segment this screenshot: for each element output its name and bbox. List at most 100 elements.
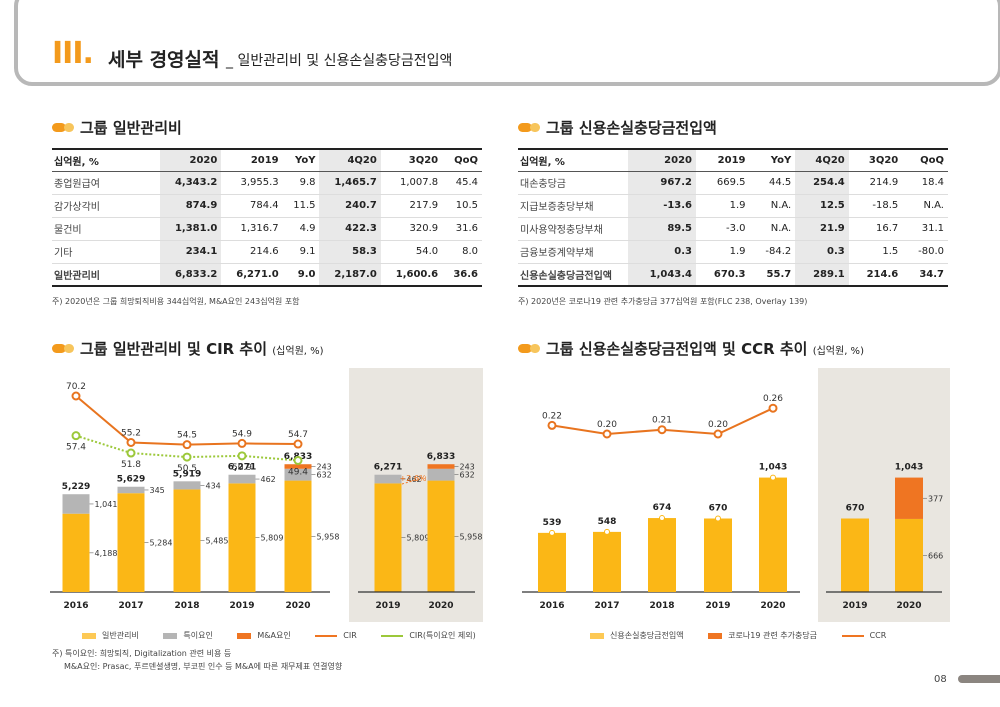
table-cell: 58.3 [319,240,381,264]
line-label: 0.20 [708,420,728,430]
table-total-row: 신용손실충당금전입액 1,043.4 670.3 55.7 289.1 214.6 34.7 [518,262,948,287]
table-cell: 289.1 [795,262,849,287]
table-row: 대손충당금 967.2 669.5 44.5 254.4 214.9 18.4 [518,171,948,195]
table-cell: 45.4 [442,171,482,195]
total-label: 5,629 [117,475,145,485]
table-cell: 3,955.3 [221,171,283,195]
ccr-chart-title: 그룹 신용손실충당금전입액 및 CCR 추이 (십억원, %) [546,340,864,358]
table-cell: 217.9 [380,194,443,218]
x-tick-label: 2017 [118,601,143,611]
table-cell: 874.9 [160,194,222,218]
data-label: 632 [317,471,332,480]
table-cell: 214.6 [848,262,903,287]
bar-segment [62,494,90,514]
table-cell: 지급보증충당부채 [518,194,628,218]
col-header: 2019 [221,148,283,172]
data-label: 1,041 [95,500,118,509]
table-cell: 254.4 [795,171,849,195]
line-label: 54.5 [177,431,197,441]
table-cell: 1,043.4 [628,262,697,287]
table-cell: 2,187.0 [319,262,381,287]
table-cell: 11.5 [282,194,320,218]
table-cell: 669.5 [696,171,750,195]
x-tick-label: 2018 [649,601,674,611]
x-tick-label: 2020 [285,601,310,611]
data-label: 5,809 [407,534,430,543]
data-label: 5,284 [150,539,173,548]
table-cell: 240.7 [319,194,381,218]
table-cell: 대손충당금 [518,171,628,195]
line-point [547,420,557,430]
line-label: 50.5 [177,464,197,474]
legend-item: M&A요인 [237,631,291,640]
bar [759,477,787,592]
table-cell: -3.0 [696,217,750,241]
ccl-table: 십억원, % 2020 2019 YoY 4Q20 3Q20 QoQ 대손충당금… [518,148,948,287]
table-cell: 1,316.7 [221,217,283,241]
legend-right: 신용손실충당금전입액 코로나19 관련 추가충당금 CCR [590,630,886,641]
table-cell: 9.0 [282,262,320,287]
total-label: 670 [709,504,728,514]
bar-top-marker [659,515,665,522]
table-total-row: 일반관리비 6,833.2 6,271.0 9.0 2,187.0 1,600.6 36.6 [52,262,482,287]
table-cell: N.A. [749,194,796,218]
line-point [602,429,612,439]
table-cell: -18.5 [848,194,903,218]
bar-segment [427,480,455,592]
bar-segment [228,474,256,484]
data-label: 5,809 [261,534,284,543]
bar-top-marker [549,529,555,536]
table-cell: 종업원급여 [52,171,160,195]
legend-item: 특이요인 [163,631,213,640]
legend-item: 일반관리비 [82,631,139,640]
data-label: 345 [150,486,165,495]
sga-chart-title: 그룹 일반관리비 및 CIR 추이 (십억원, %) [80,340,324,358]
total-label: 5,229 [62,482,90,492]
table-cell: 미사용약정충당부채 [518,217,628,241]
footnote: M&A요인: Prasac, 푸르덴셜생명, 부코핀 인수 등 M&A에 따른 … [64,662,343,671]
table-cell: 9.8 [282,171,320,195]
footnote: 주) 특이요인: 희망퇴직, Digitalization 관련 비용 등 [52,649,232,658]
total-label: 6,271 [228,463,256,473]
unit-label: (십억원, %) [812,346,864,357]
page-title: 세부 경영실적 [108,49,220,71]
table-cell: 31.6 [442,217,482,241]
bar [538,532,566,592]
x-tick-label: 2020 [760,601,785,611]
bar-segment [374,474,402,484]
x-tick-label: 2020 [428,601,453,611]
table-cell: 44.5 [749,171,796,195]
ccl-table-note: 주) 2020년은 코로나19 관련 추가충당금 377십억원 포함(FLC 2… [518,297,808,306]
col-header: 4Q20 [795,148,849,172]
line-point [713,429,723,439]
table-cell: 감가상각비 [52,194,160,218]
table-cell: 12.5 [795,194,849,218]
line-label: 70.2 [66,382,86,392]
line-point [237,438,247,448]
bullet-icon [52,344,74,353]
col-header: 2019 [696,148,750,172]
bar-top-marker [715,515,721,522]
line-label: 51.8 [121,460,141,470]
bullet-icon [518,344,540,353]
data-label: 666 [928,551,943,560]
x-tick-label: 2016 [539,601,564,611]
line-label: 0.20 [597,420,617,430]
bar-segment [117,486,145,494]
table-cell: N.A. [749,217,796,241]
bar-segment [427,464,455,469]
growth-arrow [401,476,427,485]
table-cell: 6,833.2 [160,262,222,287]
legend-item: CCR [841,631,886,640]
bar-segment [427,468,455,481]
table-row: 지급보증충당부채 -13.6 1.9 N.A. 12.5 -18.5 N.A. [518,194,948,218]
bar-segment [841,518,869,592]
data-label: 377 [928,494,943,503]
unit-label: (십억원, %) [272,346,324,357]
table-row: 금융보증계약부채 0.3 1.9 -84.2 0.3 1.5 -80.0 [518,240,948,264]
table-cell: 4,343.2 [160,171,222,195]
legend-item: 신용손실충당금전입액 [590,631,684,640]
table-row: 미사용약정충당부채 89.5 -3.0 N.A. 21.9 16.7 31.1 [518,217,948,241]
total-label: 6,271 [374,463,402,473]
x-tick-label: 2018 [174,601,199,611]
